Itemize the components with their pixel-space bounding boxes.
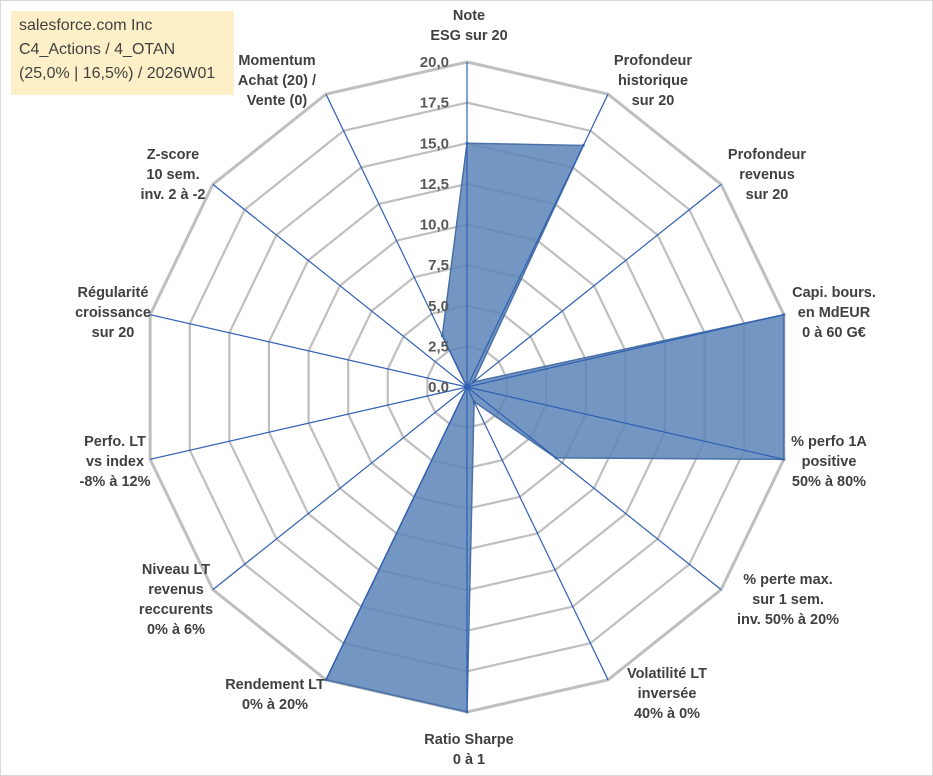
axis-label-line: inversée [638, 686, 697, 702]
axis-label-line: Rendement LT [225, 677, 325, 693]
tick-label: 12,5 [420, 176, 449, 193]
axis-label-line: 40% à 0% [634, 706, 700, 722]
axis-label-line: Ratio Sharpe [424, 732, 513, 748]
axis-label-line: revenus [739, 167, 795, 183]
data-series-area [324, 142, 785, 713]
axis-label: Z-score 10 sem. inv. 2 à -2 [140, 147, 205, 203]
info-box: salesforce.com Inc C4_Actions / 4_OTAN (… [11, 11, 234, 95]
axis-label-line: Profondeur [614, 53, 692, 69]
axis-label-line: ESG sur 20 [430, 28, 507, 44]
axis-label-line: vs index [86, 454, 144, 470]
allocation-label: (25,0% | 16,5%) / 2026W01 [19, 65, 216, 82]
tick-label: 15,0 [420, 135, 449, 152]
axis-label-line: en MdEUR [798, 305, 871, 321]
axis-label-line: revenus [148, 582, 204, 598]
axis-spoke [212, 386, 468, 591]
axis-spoke [466, 183, 722, 388]
tick-label: 2,5 [428, 338, 449, 355]
axis-spoke [466, 386, 722, 591]
tick-label: 10,0 [420, 217, 449, 234]
axis-label-line: % perfo 1A [791, 434, 867, 450]
axis-label-line: % perte max. [743, 572, 832, 588]
tick-label: 20,0 [420, 54, 449, 71]
axis-label-line: 0 à 1 [453, 752, 485, 768]
tick-label: 0,0 [428, 379, 449, 396]
axis-label-line: Z-score [147, 147, 199, 163]
tick-label: 5,0 [428, 298, 449, 315]
axis-label-line: sur 20 [746, 187, 789, 203]
axis-label-line: sur 1 sem. [752, 592, 824, 608]
axis-spoke [466, 314, 784, 388]
axis-label-line: Volatilité LT [627, 666, 707, 682]
axis-label: Volatilité LT inversée 40% à 0% [627, 666, 707, 722]
tick-label: 17,5 [420, 95, 449, 112]
axis-spoke [150, 314, 468, 388]
company-name: salesforce.com Inc [19, 17, 153, 34]
axis-spoke [325, 93, 468, 388]
axis-label-line: reccurents [139, 602, 213, 618]
axis-label-line: inv. 50% à 20% [737, 612, 839, 628]
axis-label: % perte max. sur 1 sem. inv. 50% à 20% [737, 572, 839, 628]
axis-spoke [325, 386, 468, 681]
axis-label: Profondeur revenus sur 20 [728, 147, 806, 203]
axis-label-line: inv. 2 à -2 [140, 187, 205, 203]
axis-label: Profondeur historique sur 20 [614, 53, 692, 109]
axis-spoke [466, 386, 609, 681]
axis-label: Note ESG sur 20 [430, 8, 507, 44]
axis-label-line: Momentum [238, 53, 315, 69]
axis-spoke [212, 183, 468, 388]
axis-label-line: positive [802, 454, 857, 470]
tick-label: 7,5 [428, 257, 449, 274]
axis-label: Perfo. LT vs index -8% à 12% [80, 434, 151, 490]
axis-label-line: 50% à 80% [792, 474, 866, 490]
axis-label: Rendement LT 0% à 20% [225, 677, 325, 713]
axis-label: % perfo 1A positive 50% à 80% [791, 434, 867, 490]
axis-label-line: Niveau LT [142, 562, 210, 578]
axis-label-line: sur 20 [92, 325, 135, 341]
axis-label-line: historique [618, 73, 688, 89]
axis-label-line: Profondeur [728, 147, 806, 163]
axis-label-line: Régularité [78, 285, 149, 301]
axis-label-line: Perfo. LT [84, 434, 146, 450]
axis-label-line: Achat (20) / [238, 73, 316, 89]
axis-label-line: 0% à 6% [147, 622, 205, 638]
axis-spoke [466, 93, 609, 388]
axis-label: Capi. bours. en MdEUR 0 à 60 G€ [792, 285, 876, 341]
axis-label-line: sur 20 [632, 93, 675, 109]
axis-label: Ratio Sharpe 0 à 1 [424, 732, 513, 768]
axis-label-line: croissance [75, 305, 151, 321]
axis-label-line: Vente (0) [247, 93, 308, 109]
axis-spoke [466, 386, 784, 460]
portfolio-label: C4_Actions / 4_OTAN [19, 41, 176, 58]
axis-label-line: Note [453, 8, 485, 24]
axis-label-line: 0 à 60 G€ [802, 325, 866, 341]
axis-spoke [150, 386, 468, 460]
axis-label: Niveau LT revenus reccurents 0% à 6% [139, 562, 213, 638]
axis-label-line: -8% à 12% [80, 474, 151, 490]
axis-label: Régularité croissance sur 20 [75, 285, 151, 341]
axis-label-line: 0% à 20% [242, 697, 308, 713]
axis-label-line: Capi. bours. [792, 285, 876, 301]
axis-label-line: 10 sem. [146, 167, 199, 183]
axis-label: Momentum Achat (20) / Vente (0) [238, 53, 316, 109]
